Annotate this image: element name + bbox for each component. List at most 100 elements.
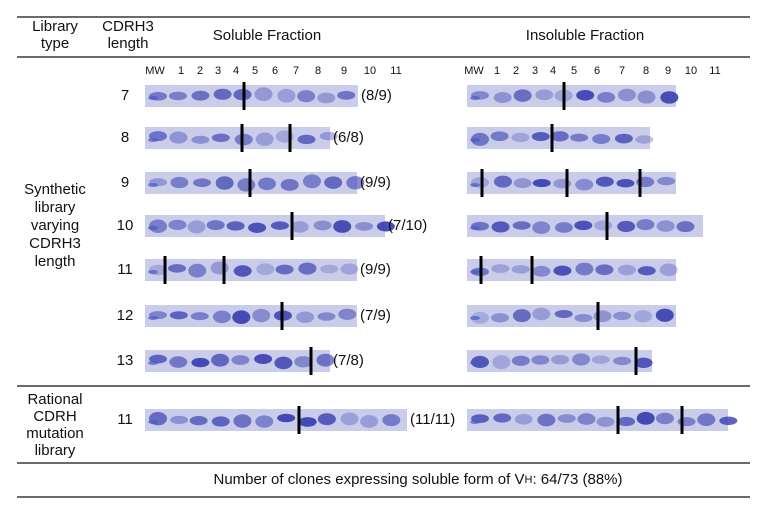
gel-band bbox=[532, 307, 551, 321]
gel-band bbox=[320, 264, 339, 274]
gel-band bbox=[340, 263, 359, 275]
gel-band bbox=[252, 308, 271, 323]
gel-marker bbox=[470, 226, 480, 230]
gel-marker bbox=[470, 361, 480, 365]
gel-band bbox=[191, 135, 210, 144]
gel-band bbox=[257, 177, 276, 191]
gel-band bbox=[211, 353, 230, 367]
gel-marker bbox=[148, 420, 158, 424]
gel-strip bbox=[467, 172, 676, 194]
gel-band bbox=[355, 221, 374, 231]
lane-label: 11 bbox=[709, 65, 720, 77]
gel-band bbox=[532, 265, 551, 277]
gel-band bbox=[637, 90, 656, 104]
row-length: 12 bbox=[117, 307, 134, 324]
gel-band bbox=[297, 134, 316, 145]
gel-band bbox=[317, 413, 336, 426]
gel-marker bbox=[470, 270, 480, 274]
lane-label: 3 bbox=[532, 65, 538, 77]
soluble-ratio: (7/9) bbox=[360, 307, 391, 324]
header-text: Insoluble Fraction bbox=[526, 27, 644, 44]
gel-band bbox=[635, 135, 654, 144]
gel-strip bbox=[145, 409, 407, 431]
gel-band bbox=[511, 355, 530, 366]
lane-label: 3 bbox=[215, 65, 221, 77]
gel-band bbox=[617, 264, 636, 276]
gel-band bbox=[346, 176, 365, 190]
gel-band bbox=[617, 88, 636, 102]
lane-label: 5 bbox=[252, 65, 258, 77]
gel-band bbox=[255, 415, 274, 428]
row-length: 13 bbox=[117, 352, 134, 369]
lane-label: 1 bbox=[494, 65, 500, 77]
gel-band bbox=[168, 264, 187, 273]
gel-background bbox=[145, 305, 357, 327]
gel-band bbox=[592, 133, 611, 144]
gel-band bbox=[656, 220, 675, 232]
header-text: length bbox=[108, 35, 149, 52]
group-label: Rational bbox=[27, 391, 82, 408]
gel-band bbox=[324, 176, 343, 189]
gel-band bbox=[302, 174, 321, 189]
gel-marker bbox=[148, 316, 158, 320]
lane-label: 7 bbox=[619, 65, 625, 77]
group-label: varying bbox=[31, 217, 79, 234]
lane-label: 2 bbox=[197, 65, 203, 77]
lane-label: 7 bbox=[293, 65, 299, 77]
gel-strip bbox=[467, 215, 703, 237]
group-label: mutation bbox=[26, 425, 84, 442]
gel-band bbox=[613, 311, 632, 321]
lane-label: 2 bbox=[513, 65, 519, 77]
gel-band bbox=[317, 92, 336, 104]
gel-band bbox=[554, 309, 573, 319]
gel-marker bbox=[148, 138, 158, 142]
gel-band bbox=[254, 87, 273, 102]
gel-band bbox=[191, 90, 210, 101]
gel-band bbox=[190, 312, 209, 321]
gel-band bbox=[210, 261, 229, 275]
gel-band bbox=[596, 416, 615, 427]
gel-band bbox=[613, 356, 632, 366]
gel-band bbox=[270, 221, 289, 230]
gel-band bbox=[513, 178, 532, 189]
gel-band bbox=[597, 92, 616, 103]
gel-band bbox=[657, 176, 676, 186]
lane-label: MW bbox=[145, 65, 165, 77]
gel-band bbox=[575, 178, 594, 191]
gel-band bbox=[535, 89, 554, 101]
gel-band bbox=[553, 178, 572, 189]
gel-band bbox=[169, 131, 188, 144]
gel-marker bbox=[470, 316, 480, 320]
row-length: 7 bbox=[121, 87, 129, 104]
soluble-ratio: (7/8) bbox=[333, 352, 364, 369]
gel-marker bbox=[470, 420, 480, 424]
gel-band bbox=[572, 353, 591, 366]
gel-strip bbox=[145, 85, 358, 107]
gel-band bbox=[594, 220, 613, 231]
soluble-ratio: (6/8) bbox=[333, 129, 364, 146]
gel-band bbox=[296, 311, 315, 323]
gel-band bbox=[189, 416, 208, 426]
gel-strip bbox=[467, 259, 678, 281]
gel-marker bbox=[148, 96, 158, 100]
gel-band bbox=[514, 413, 533, 425]
gel-band bbox=[316, 353, 335, 367]
gel-band bbox=[575, 262, 594, 276]
gel-band bbox=[617, 220, 636, 233]
lane-label: 6 bbox=[272, 65, 278, 77]
gel-band bbox=[231, 355, 250, 365]
gel-band bbox=[595, 264, 614, 276]
gel-band bbox=[634, 357, 653, 369]
gel-band bbox=[659, 263, 678, 277]
gel-band bbox=[511, 132, 530, 143]
gel-strip bbox=[467, 350, 653, 372]
gel-band bbox=[360, 414, 379, 428]
gel-strip bbox=[145, 215, 395, 237]
row-length: 11 bbox=[117, 411, 133, 428]
soluble-ratio: (9/9) bbox=[360, 174, 391, 191]
gel-strip bbox=[145, 259, 359, 281]
gel-band bbox=[170, 415, 189, 425]
gel-band bbox=[551, 354, 570, 365]
gel-band bbox=[382, 414, 401, 427]
gel-marker bbox=[148, 183, 158, 187]
